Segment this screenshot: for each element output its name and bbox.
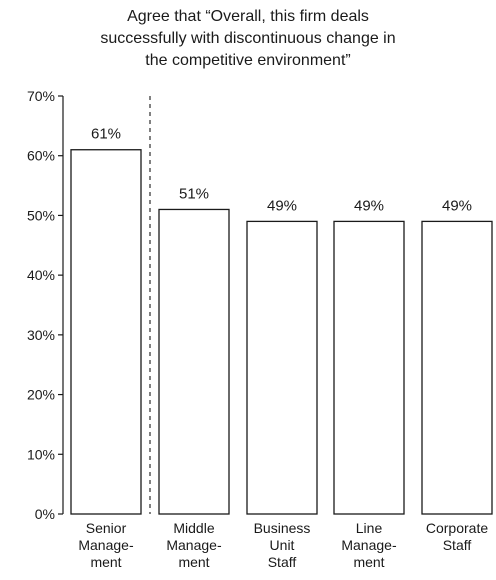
x-tick-label: Manage-	[341, 537, 397, 553]
bar	[421, 220, 493, 515]
x-tick-label: Senior	[86, 520, 127, 536]
x-tick-label: Middle	[173, 520, 214, 536]
bar	[333, 220, 405, 515]
x-tick-label: ment	[90, 554, 121, 570]
x-tick-label: Staff	[443, 537, 472, 553]
x-tick-label: ment	[178, 554, 209, 570]
y-tick-label: 0%	[35, 506, 55, 522]
data-label: 49%	[442, 197, 472, 214]
x-tick-label: Manage-	[78, 537, 134, 553]
data-label: 51%	[179, 185, 209, 202]
y-tick-label: 40%	[27, 267, 55, 283]
y-tick-label: 50%	[27, 207, 55, 223]
bar	[158, 208, 230, 515]
y-tick-label: 10%	[27, 446, 55, 462]
y-tick-label: 70%	[27, 88, 55, 104]
chart-title-line-3: the competitive environment”	[145, 52, 351, 69]
data-label: 49%	[267, 197, 297, 214]
chart-title-line-1: Agree that “Overall, this firm deals	[127, 8, 369, 25]
chart-title: Agree that “Overall, this firm deals suc…	[0, 6, 496, 72]
x-tick-label: Manage-	[166, 537, 222, 553]
chart-title-line-2: successfully with discontinuous change i…	[100, 30, 396, 47]
x-tick-label: Staff	[268, 554, 297, 570]
x-tick-label: Corporate	[426, 520, 488, 536]
x-tick-label: ment	[353, 554, 384, 570]
data-label: 49%	[354, 197, 384, 214]
x-tick-label: Business	[254, 520, 311, 536]
y-tick-label: 20%	[27, 387, 55, 403]
x-tick-label: Unit	[270, 537, 295, 553]
bar	[246, 220, 318, 515]
x-tick-label: Line	[356, 520, 383, 536]
bar	[70, 149, 142, 515]
data-label: 61%	[91, 126, 121, 143]
y-tick-label: 60%	[27, 148, 55, 164]
y-tick-label: 30%	[27, 327, 55, 343]
